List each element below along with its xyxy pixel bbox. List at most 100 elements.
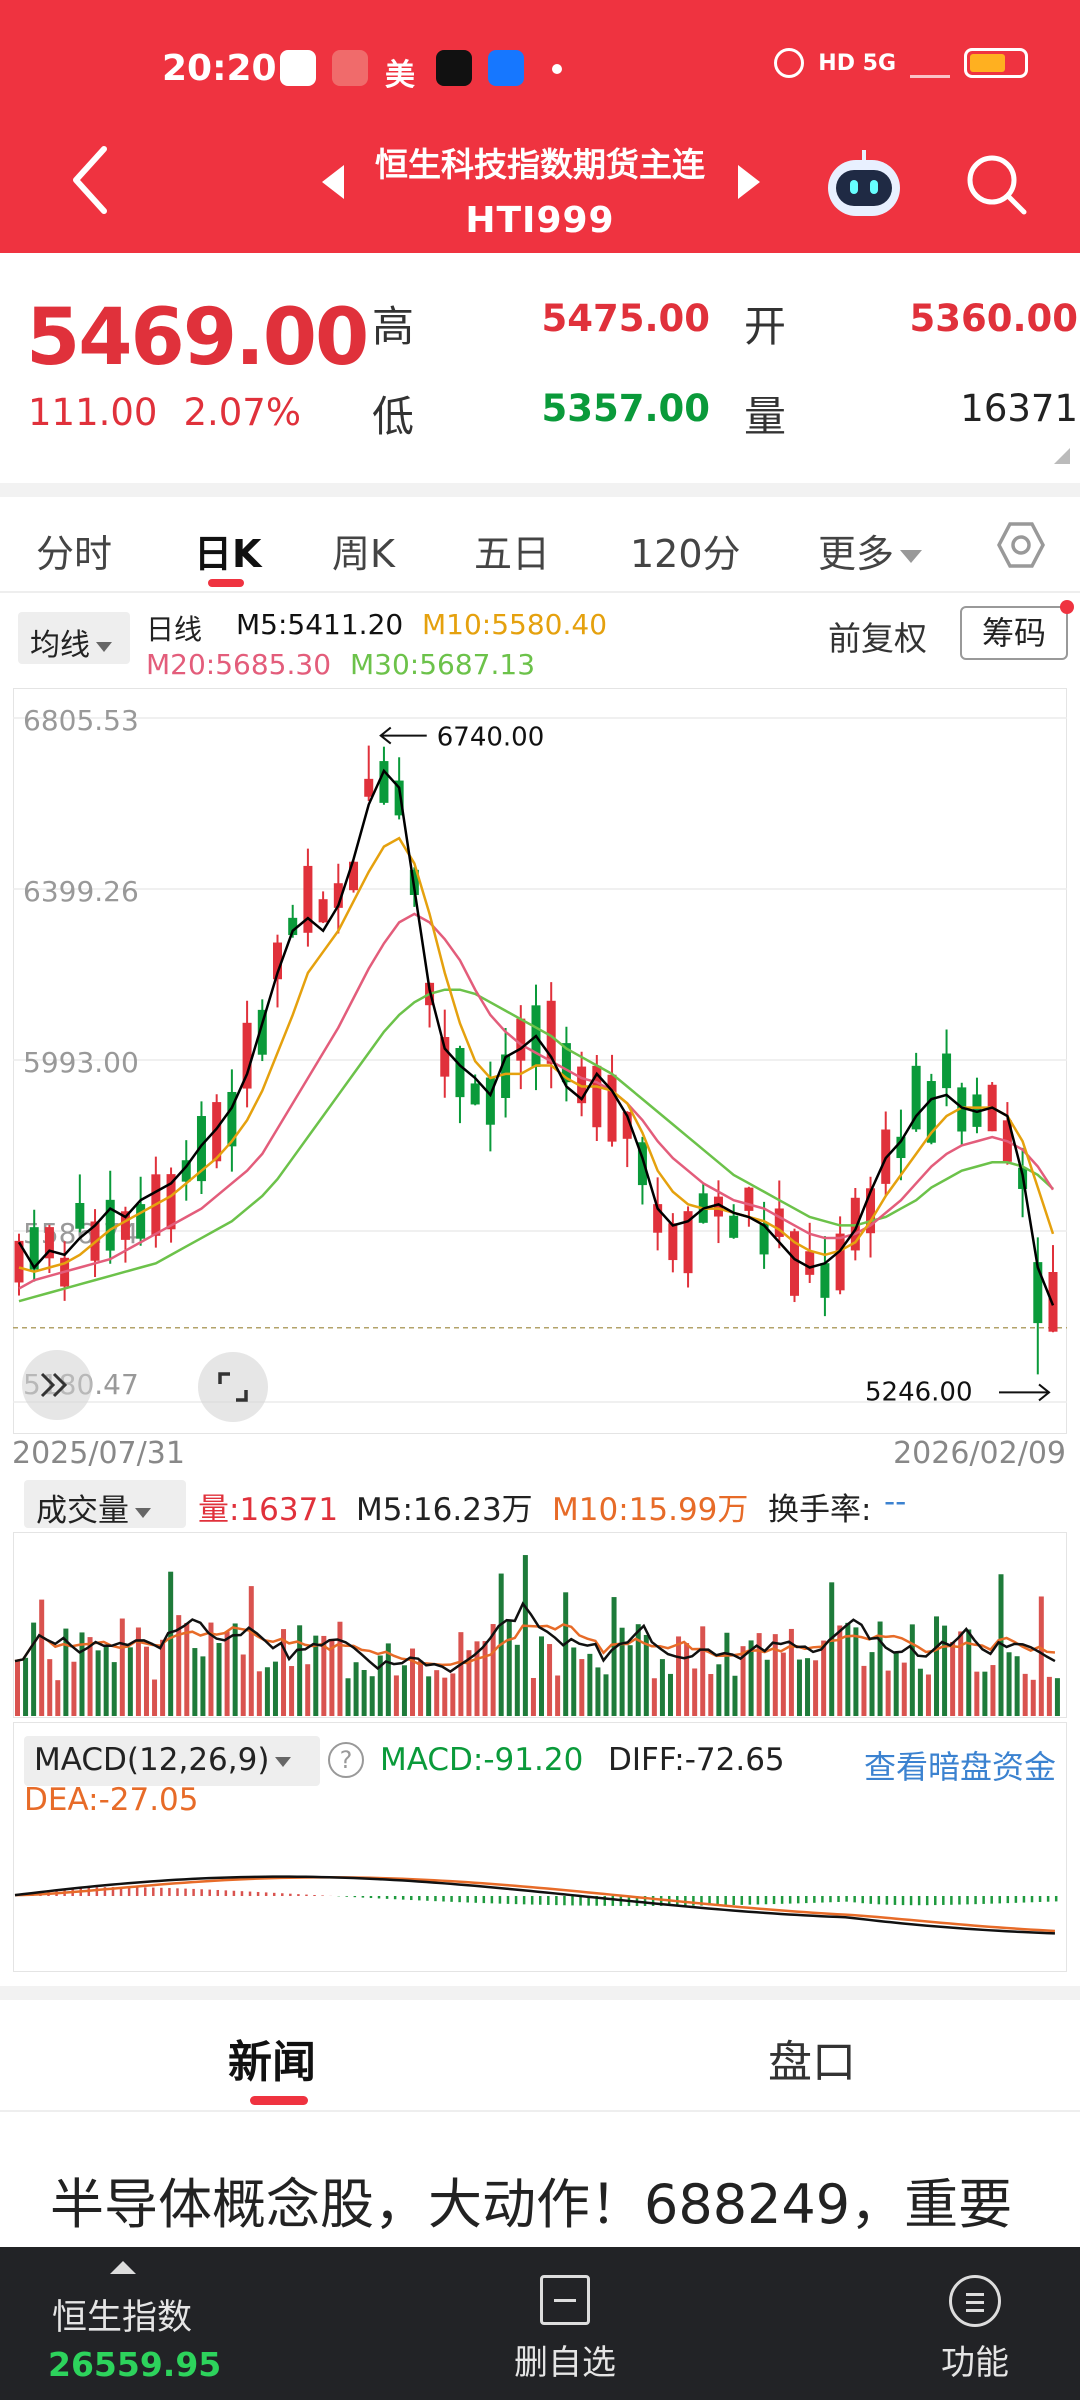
macd-histogram-bar: [998, 1896, 1002, 1904]
candle-body: [1048, 1272, 1058, 1332]
macd-chart[interactable]: [13, 1822, 1067, 1970]
macd-histogram-bar: [982, 1896, 985, 1904]
chevron-up-icon[interactable]: [110, 2261, 136, 2274]
dark-pool-link[interactable]: 查看暗盘资金: [863, 1748, 1056, 1786]
volume-bar: [353, 1662, 359, 1716]
volume-bar: [934, 1616, 940, 1716]
macd-selector[interactable]: MACD(12,26,9): [24, 1736, 320, 1786]
volume-bar: [329, 1639, 335, 1716]
function-button[interactable]: 功能: [920, 2275, 1030, 2391]
tab-more[interactable]: 更多: [818, 523, 923, 578]
fullscreen-icon[interactable]: [198, 1352, 268, 1422]
macd-histogram-bar: [418, 1896, 421, 1901]
kline-chart[interactable]: 6805.536399.265993.005586.745180.476740.…: [13, 688, 1067, 1432]
candle-body: [394, 780, 404, 816]
ma-selector-label: 均线: [30, 628, 90, 663]
candle-body: [485, 1077, 495, 1125]
candle-body: [120, 1211, 130, 1240]
volume-bar: [958, 1631, 964, 1716]
volume-bar: [901, 1662, 907, 1716]
robot-icon[interactable]: [822, 148, 906, 220]
tab-order-book[interactable]: 盘口: [768, 2037, 856, 2088]
volume-bar: [643, 1634, 649, 1716]
min-price-label: 5246.00: [865, 1377, 973, 1407]
adjust-mode[interactable]: 前复权: [828, 619, 927, 658]
macd-histogram-bar: [450, 1896, 453, 1902]
macd-histogram-bar: [700, 1896, 703, 1906]
news-headline[interactable]: 半导体概念股，大动作！688249，重要: [50, 2173, 1013, 2236]
macd-histogram-bar: [514, 1896, 518, 1905]
volume-bar: [950, 1641, 956, 1716]
tab-news[interactable]: 新闻: [228, 2037, 316, 2088]
macd-histogram-bar: [813, 1896, 816, 1903]
signal-icon: [910, 48, 950, 78]
macd-histogram-bar: [305, 1894, 308, 1896]
volume-bar: [651, 1678, 657, 1716]
kline-date-axis: 2025/07/31 2026/02/09: [0, 1436, 1080, 1476]
macd-histogram-bar: [345, 1896, 349, 1897]
macd-histogram-bar: [410, 1896, 413, 1901]
candle-body: [759, 1223, 769, 1255]
volume-bar: [281, 1629, 287, 1716]
expand-icon[interactable]: [22, 1350, 92, 1420]
chip-distribution-button[interactable]: 筹码: [960, 606, 1068, 660]
tab-intraday[interactable]: 分时: [36, 532, 113, 576]
help-icon[interactable]: ?: [328, 1742, 364, 1778]
candle-body: [333, 883, 343, 908]
settings-icon[interactable]: [996, 520, 1046, 570]
status-time: 20:20: [162, 48, 277, 89]
status-dot-icon: [552, 64, 562, 74]
volume-bar: [845, 1622, 851, 1716]
candle-body: [850, 1197, 860, 1251]
macd-selector-label: MACD(12,26,9): [34, 1742, 270, 1778]
volume-value: 16371: [960, 387, 1078, 430]
next-contract-arrow-icon[interactable]: [738, 165, 760, 199]
dea-value: DEA:-27.05: [24, 1782, 199, 1818]
app-notification-icon: [280, 50, 316, 86]
back-icon[interactable]: [70, 145, 110, 215]
macd-histogram-bar: [853, 1896, 856, 1903]
candle-body: [577, 1066, 587, 1104]
macd-histogram-bar: [805, 1896, 808, 1904]
volume-bar: [224, 1631, 230, 1716]
date-start: 2025/07/31: [12, 1436, 185, 1471]
ma-selector[interactable]: 均线: [18, 612, 130, 664]
tab-120min[interactable]: 120分: [630, 532, 741, 576]
volume-bar: [635, 1624, 641, 1716]
search-icon[interactable]: [964, 152, 1028, 216]
volume-bar: [716, 1664, 722, 1716]
macd-histogram-bar: [587, 1896, 590, 1906]
tab-daily-k[interactable]: 日K: [194, 532, 262, 576]
macd-histogram-bar: [837, 1896, 840, 1902]
candle-body: [455, 1048, 465, 1098]
macd-histogram-bar: [942, 1896, 945, 1905]
volume-selector[interactable]: 成交量: [24, 1480, 186, 1529]
prev-contract-arrow-icon[interactable]: [322, 165, 344, 199]
macd-histogram-bar: [1014, 1896, 1018, 1903]
ma-legend: 均线 日线 M5:5411.20 M10:5580.40 M20:5685.30…: [0, 600, 1080, 686]
volume-bar: [95, 1650, 101, 1716]
volume-bar: [1046, 1676, 1052, 1716]
remove-watchlist-button[interactable]: 删自选: [500, 2275, 630, 2391]
tab-five-day[interactable]: 五日: [474, 532, 551, 576]
macd-histogram-bar: [547, 1896, 550, 1905]
remove-watchlist-icon: [540, 2275, 590, 2325]
battery-icon: [964, 48, 1028, 78]
volume-chart[interactable]: [13, 1532, 1067, 1716]
tab-weekly-k[interactable]: 周K: [332, 532, 395, 576]
volume-bar: [788, 1628, 794, 1716]
candle-body: [364, 778, 374, 797]
expand-corner-icon[interactable]: [1054, 448, 1070, 464]
volume-bar: [31, 1622, 37, 1716]
ma20-line: [18, 912, 1055, 1290]
macd-histogram-bar: [659, 1896, 663, 1906]
bottom-bar: 恒生指数 26559.95 删自选 功能: [0, 2247, 1080, 2400]
macd-histogram-bar: [1022, 1896, 1026, 1903]
contract-code: HTI999: [465, 200, 615, 241]
candle-body: [105, 1199, 115, 1251]
candle-body: [242, 1022, 252, 1089]
volume-m5: M5:16.23万: [356, 1492, 533, 1528]
macd-histogram-bar: [498, 1896, 502, 1904]
last-price: 5469.00: [26, 293, 369, 383]
index-name[interactable]: 恒生指数: [52, 2298, 193, 2338]
